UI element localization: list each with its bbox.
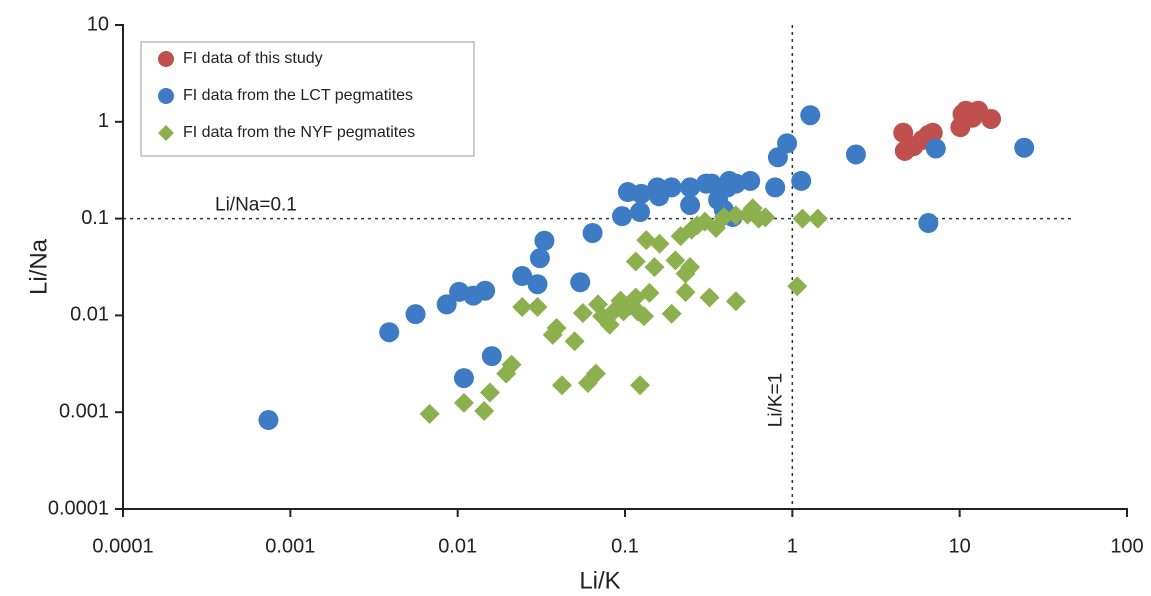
legend: FI data of this study FI data from the LC… <box>140 41 475 157</box>
circle-point <box>1014 137 1035 158</box>
diamond-point <box>787 276 808 297</box>
circle-point <box>405 304 426 325</box>
circle-point <box>612 206 633 227</box>
circle-point <box>481 346 502 367</box>
x-tick-label: 100 <box>1110 535 1143 557</box>
x-tick-label: 0.001 <box>265 535 315 557</box>
circle-point <box>436 294 457 315</box>
diamond-point <box>551 375 572 396</box>
circle-point <box>845 144 866 165</box>
circle-point <box>582 222 603 243</box>
diamond-point <box>546 318 567 339</box>
diamond-point <box>625 251 646 272</box>
reference-label: Li/Na=0.1 <box>215 195 297 216</box>
diamond-point <box>572 302 593 323</box>
legend-box <box>140 41 475 157</box>
diamond-point <box>725 291 746 312</box>
diamond-point <box>419 403 440 424</box>
circle-point <box>453 368 474 389</box>
diamond-point <box>665 250 686 271</box>
diamond-point <box>680 257 701 278</box>
diamond-point <box>807 208 828 229</box>
y-tick-label: 0.01 <box>70 304 109 326</box>
circle-point <box>158 51 174 67</box>
x-tick-label: 0.1 <box>611 535 639 557</box>
diamond-point <box>527 297 548 318</box>
legend-label: FI data from the LCT pegmatites <box>183 87 413 104</box>
diamond-point <box>501 354 522 375</box>
diamond-point <box>564 331 585 352</box>
diamond-point <box>713 206 734 227</box>
circle-point <box>800 105 821 126</box>
diamond-point <box>453 392 474 413</box>
y-tick-label: 10 <box>87 13 109 35</box>
circle-point <box>534 230 555 251</box>
diamond-point <box>675 282 696 303</box>
x-tick-label: 0.01 <box>438 535 477 557</box>
circle-point <box>680 177 701 198</box>
circle-point <box>475 280 496 301</box>
circle-point <box>570 272 591 293</box>
circle-point <box>529 248 550 269</box>
diamond-point <box>630 375 651 396</box>
circle-point <box>680 195 701 216</box>
diamond-point <box>634 306 655 327</box>
x-axis-title: Li/K <box>579 567 620 594</box>
diamond-point <box>158 125 174 141</box>
diamond-point <box>639 282 660 303</box>
diamond-point <box>725 205 746 226</box>
circle-point <box>527 274 548 295</box>
diamond-point <box>792 208 813 229</box>
circle-point <box>918 213 939 234</box>
y-axis-title: Li/Na <box>25 238 52 295</box>
diamond-point <box>649 233 670 254</box>
circle-point <box>925 138 946 159</box>
diamond-point <box>585 363 606 384</box>
y-tick-label: 0.001 <box>59 400 109 422</box>
circle-point <box>661 177 682 198</box>
y-tick-label: 1 <box>98 110 109 132</box>
y-tick-label: 0.1 <box>81 207 109 229</box>
diamond-point <box>644 257 665 278</box>
circle-point <box>922 122 943 143</box>
diamond-point <box>479 382 500 403</box>
circle-point <box>631 183 652 204</box>
diamond-point <box>474 400 495 421</box>
circle-point <box>379 322 400 343</box>
y-tick-label: 0.0001 <box>48 497 109 519</box>
diamond-point <box>755 207 776 228</box>
circle-point <box>765 177 786 198</box>
legend-label: FI data from the NYF pegmatites <box>183 124 415 141</box>
reference-label: Li/K=1 <box>765 373 786 427</box>
x-tick-label: 0.0001 <box>92 535 153 557</box>
circle-point <box>158 88 174 104</box>
circle-point <box>512 266 533 287</box>
circle-point <box>791 170 812 191</box>
circle-point <box>740 170 761 191</box>
circle-point <box>630 201 651 222</box>
circle-point <box>981 108 1002 129</box>
legend-label: FI data of this study <box>183 50 323 67</box>
diamond-point <box>512 297 533 318</box>
x-tick-label: 1 <box>787 535 798 557</box>
circle-point <box>777 133 798 154</box>
circle-point <box>701 173 722 194</box>
diamond-point <box>699 287 720 308</box>
diamond-point <box>661 303 682 324</box>
circle-point <box>258 410 279 431</box>
x-tick-label: 10 <box>949 535 971 557</box>
